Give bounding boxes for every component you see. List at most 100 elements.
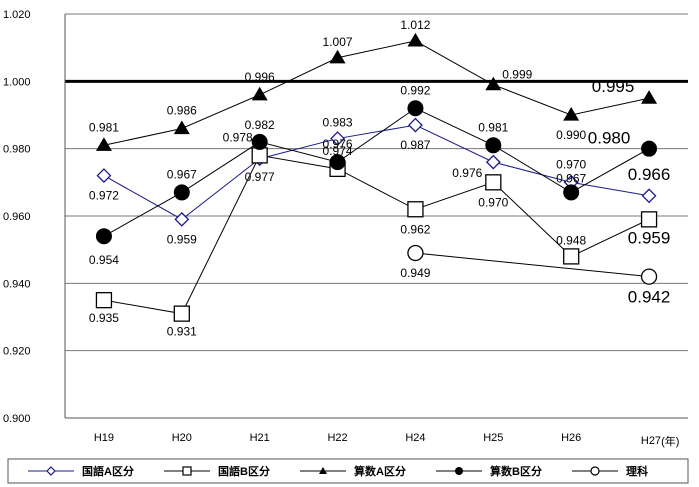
data-point	[173, 184, 190, 201]
data-label: 0.978	[223, 130, 253, 144]
data-point	[95, 228, 112, 245]
data-label: 0.996	[245, 70, 275, 84]
data-point	[640, 211, 658, 228]
data-point	[407, 201, 424, 218]
data-point	[563, 184, 580, 201]
x-tick-label: H25	[483, 432, 503, 444]
data-point	[485, 154, 501, 170]
data-point	[95, 137, 112, 151]
data-label: 0.986	[167, 103, 197, 117]
data-point	[641, 140, 658, 157]
data-point	[251, 133, 268, 150]
data-point	[485, 137, 502, 154]
y-tick-label: 1.020	[3, 9, 31, 21]
data-point	[407, 244, 424, 262]
y-tick-label: 0.940	[3, 278, 31, 290]
y-tick-label: 0.960	[3, 211, 31, 223]
data-point	[407, 32, 424, 47]
data-label: 0.983	[323, 116, 353, 130]
data-label: 0.977	[245, 170, 275, 184]
y-tick-label: 0.980	[3, 144, 31, 156]
data-label: 0.931	[167, 325, 197, 339]
legend-label: 国語B区分	[218, 464, 270, 478]
series-5	[407, 244, 658, 285]
legend-item: 国語A区分	[28, 464, 134, 478]
data-label: 0.982	[245, 118, 275, 132]
data-label: 0.974	[323, 144, 353, 158]
series-line	[103, 107, 650, 237]
x-axis: H19 H20 H21 H22 H24 H25 H26 H27 (年)	[65, 417, 688, 448]
data-label: 0.981	[478, 120, 508, 134]
series-1	[96, 117, 657, 227]
data-label: 0.949	[400, 266, 430, 280]
data-label: 0.967	[167, 167, 197, 181]
data-point	[641, 188, 657, 204]
data-label: 0.976	[323, 137, 353, 151]
data-label: 0.966	[628, 165, 671, 184]
legend-item: 算数B区分	[436, 464, 542, 478]
grid-lines	[65, 13, 688, 352]
y-tick-label: 0.920	[3, 346, 31, 358]
x-tick-label: H24	[405, 432, 425, 444]
data-point	[330, 131, 345, 146]
data-label: 0.970	[478, 195, 508, 209]
series-4	[95, 100, 658, 245]
data-label: 0.987	[400, 138, 430, 152]
series-line	[415, 252, 650, 278]
data-label: 0.970	[556, 157, 586, 171]
data-label: 0.976	[452, 166, 482, 180]
series-line	[103, 124, 650, 220]
data-label: 0.972	[89, 189, 119, 203]
series-line	[103, 154, 650, 315]
legend-item: 国語B区分	[164, 464, 270, 478]
data-label: 0.990	[556, 128, 586, 142]
legend: 国語A区分 国語B区分 算数A区分 算数B区分 理科	[7, 458, 689, 484]
legend-item: 算数A区分	[300, 464, 406, 478]
data-point	[251, 147, 268, 164]
data-point	[640, 268, 658, 285]
legend-label: 算数A区分	[353, 464, 406, 478]
data-point	[251, 86, 268, 101]
y-tick-label: 0.900	[3, 413, 31, 425]
legend-marker	[319, 467, 327, 474]
series-group	[95, 32, 658, 322]
data-point	[563, 248, 580, 265]
data-label: 0.967	[556, 171, 586, 185]
data-point	[485, 76, 502, 91]
x-tick-label: H19	[94, 432, 114, 444]
data-label: 0.948	[556, 233, 586, 247]
legend-label: 算数B区分	[489, 464, 542, 478]
data-label: 0.981	[89, 120, 119, 134]
data-point	[485, 174, 502, 191]
legend-item: 理科	[572, 464, 648, 478]
x-axis-unit: (年)	[661, 434, 679, 448]
data-label: 1.012	[400, 18, 430, 32]
data-point	[95, 292, 113, 309]
data-label: 0.962	[400, 222, 430, 236]
legend-label: 国語A区分	[82, 464, 134, 478]
data-point	[173, 120, 190, 135]
data-label: 0.995	[592, 77, 635, 96]
legend-marker	[455, 467, 463, 475]
data-label: 1.007	[323, 35, 353, 49]
x-tick-label: H21	[250, 432, 270, 444]
y-axis: 0.900 0.920 0.940 0.960 0.980 1.000 1.020	[3, 9, 66, 425]
data-label: 0.959	[628, 228, 671, 247]
data-label: 0.954	[89, 253, 119, 267]
legend-marker	[182, 466, 192, 476]
data-label: 0.942	[628, 288, 671, 307]
legend-marker	[590, 466, 600, 476]
data-point	[174, 211, 190, 227]
data-label: 0.935	[89, 311, 119, 325]
data-point	[407, 100, 424, 117]
legend-marker	[46, 466, 56, 476]
data-point	[641, 90, 658, 104]
x-tick-label: H22	[327, 432, 347, 444]
data-point	[329, 49, 346, 64]
data-point	[96, 168, 112, 184]
data-label: 0.980	[588, 129, 631, 148]
x-tick-label: H20	[172, 432, 192, 444]
series-3	[95, 32, 658, 151]
data-point	[173, 305, 190, 322]
